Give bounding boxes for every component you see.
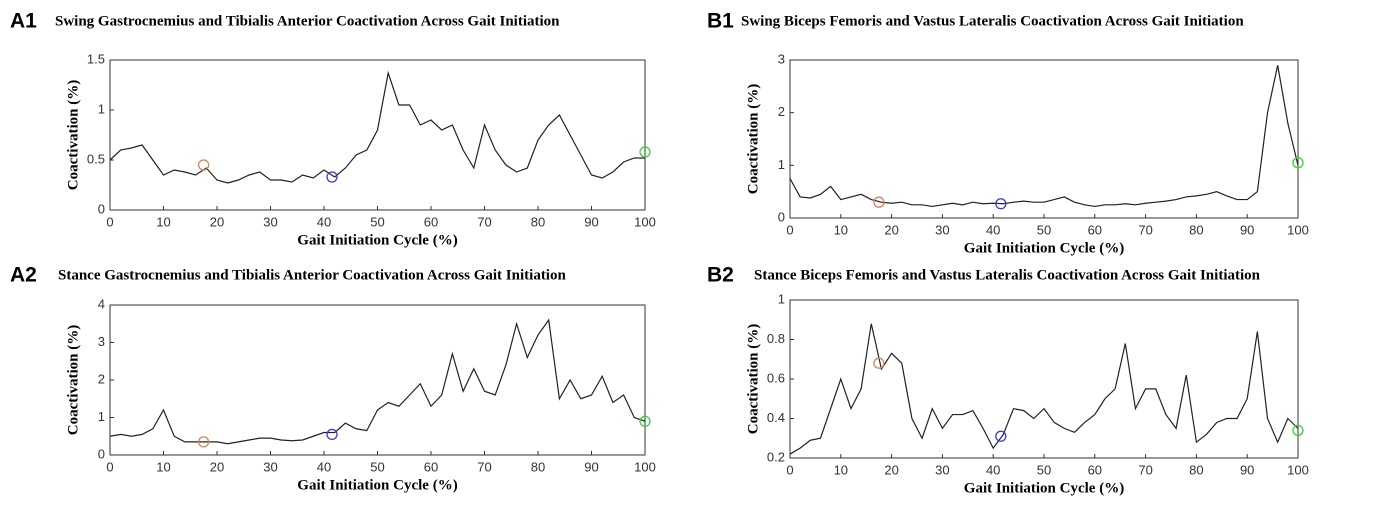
y-tick-label: 1 <box>778 157 785 172</box>
x-axis-label: Gait Initiation Cycle (%) <box>964 480 1124 496</box>
x-tick-label: 100 <box>1287 222 1309 237</box>
y-tick-label: 0 <box>98 446 105 461</box>
y-tick-label: 3 <box>778 51 785 66</box>
x-tick-label: 70 <box>477 459 491 474</box>
x-tick-label: 90 <box>584 459 598 474</box>
x-tick-label: 80 <box>531 214 545 229</box>
y-axis-label: Coactivation (%) <box>65 325 81 435</box>
y-tick-label: 0.5 <box>87 151 105 166</box>
x-tick-label: 20 <box>210 459 224 474</box>
chart-title: Stance Gastrocnemius and Tibialis Anteri… <box>58 267 566 283</box>
chart-title: Stance Biceps Femoris and Vastus Lateral… <box>754 267 1261 283</box>
y-tick-label: 2 <box>98 371 105 386</box>
marker <box>995 430 1007 442</box>
x-tick-label: 30 <box>935 222 949 237</box>
x-axis-label: Gait Initiation Cycle (%) <box>297 232 457 248</box>
y-tick-label: 0.6 <box>767 370 785 385</box>
marker <box>873 196 885 208</box>
marker <box>197 159 210 171</box>
x-tick-label: 100 <box>634 459 656 474</box>
x-axis-label: Gait Initiation Cycle (%) <box>964 240 1124 256</box>
y-axis-label: Coactivation (%) <box>65 80 81 190</box>
y-tick-label: 1 <box>98 101 105 116</box>
x-tick-label: 50 <box>1037 222 1051 237</box>
x-tick-label: 30 <box>263 459 277 474</box>
x-tick-label: 40 <box>317 214 331 229</box>
marker <box>995 198 1007 210</box>
data-line <box>109 70 645 184</box>
y-tick-label: 0 <box>98 201 105 216</box>
marker <box>1292 157 1304 169</box>
x-tick-label: 30 <box>263 214 277 229</box>
x-tick-label: 0 <box>106 459 113 474</box>
x-tick-label: 40 <box>986 222 1000 237</box>
marker <box>326 171 338 183</box>
y-tick-label: 4 <box>98 296 105 311</box>
marker <box>326 428 338 441</box>
x-tick-label: 90 <box>1240 222 1254 237</box>
x-tick-label: 80 <box>1189 222 1203 237</box>
x-axis-label: Gait Initiation Cycle (%) <box>297 477 457 493</box>
y-tick-label: 1 <box>778 291 785 306</box>
x-tick-label: 60 <box>1088 462 1102 477</box>
x-tick-label: 90 <box>1240 462 1254 477</box>
panel-label: A1 <box>10 10 37 33</box>
y-tick-label: 3 <box>98 334 105 349</box>
x-tick-label: 20 <box>884 462 898 477</box>
x-tick-label: 100 <box>1287 462 1309 477</box>
x-tick-label: 10 <box>834 222 848 237</box>
y-tick-label: 1 <box>98 409 105 424</box>
x-tick-label: 10 <box>834 462 848 477</box>
x-tick-label: 40 <box>317 459 331 474</box>
x-tick-label: 50 <box>370 214 384 229</box>
x-tick-label: 100 <box>634 214 656 229</box>
y-tick-label: 0.2 <box>767 449 785 464</box>
x-tick-label: 10 <box>156 459 170 474</box>
y-tick-label: 0 <box>778 209 785 224</box>
x-tick-label: 0 <box>786 222 793 237</box>
plot-frame <box>789 299 1299 459</box>
marker <box>197 436 210 448</box>
marker <box>873 357 885 369</box>
x-tick-label: 80 <box>531 459 545 474</box>
x-tick-label: 0 <box>786 462 793 477</box>
marker <box>1292 424 1304 437</box>
y-tick-label: 2 <box>778 104 785 119</box>
x-tick-label: 60 <box>1088 222 1102 237</box>
y-axis-label: Coactivation (%) <box>745 84 761 194</box>
plot-frame <box>109 304 646 456</box>
marker <box>639 146 651 158</box>
x-tick-label: 70 <box>1138 222 1152 237</box>
x-tick-label: 10 <box>156 214 170 229</box>
x-tick-label: 60 <box>424 459 438 474</box>
panel-label: B2 <box>707 264 734 287</box>
x-tick-label: 30 <box>935 462 949 477</box>
panel-label: A2 <box>10 264 37 287</box>
x-tick-label: 50 <box>1037 462 1051 477</box>
marker <box>639 415 651 427</box>
plot-frame <box>109 59 646 211</box>
y-tick-label: 0.8 <box>767 331 785 346</box>
chart-title: Swing Biceps Femoris and Vastus Laterali… <box>741 13 1244 29</box>
x-tick-label: 90 <box>584 214 598 229</box>
x-tick-label: 20 <box>884 222 898 237</box>
data-line <box>109 318 646 445</box>
x-tick-label: 60 <box>424 214 438 229</box>
x-tick-label: 40 <box>986 462 1000 477</box>
x-tick-label: 20 <box>210 214 224 229</box>
chart-title: Swing Gastrocnemius and Tibialis Anterio… <box>55 13 560 29</box>
x-tick-label: 70 <box>1138 462 1152 477</box>
panel-label: B1 <box>707 10 734 33</box>
y-axis-label: Coactivation (%) <box>745 324 761 434</box>
x-tick-label: 80 <box>1189 462 1203 477</box>
y-tick-label: 1.5 <box>87 51 105 66</box>
x-tick-label: 70 <box>477 214 491 229</box>
x-tick-label: 50 <box>370 459 384 474</box>
x-tick-label: 0 <box>106 214 113 229</box>
data-line <box>789 65 1299 208</box>
data-line <box>789 323 1299 455</box>
y-tick-label: 0.4 <box>767 410 785 425</box>
